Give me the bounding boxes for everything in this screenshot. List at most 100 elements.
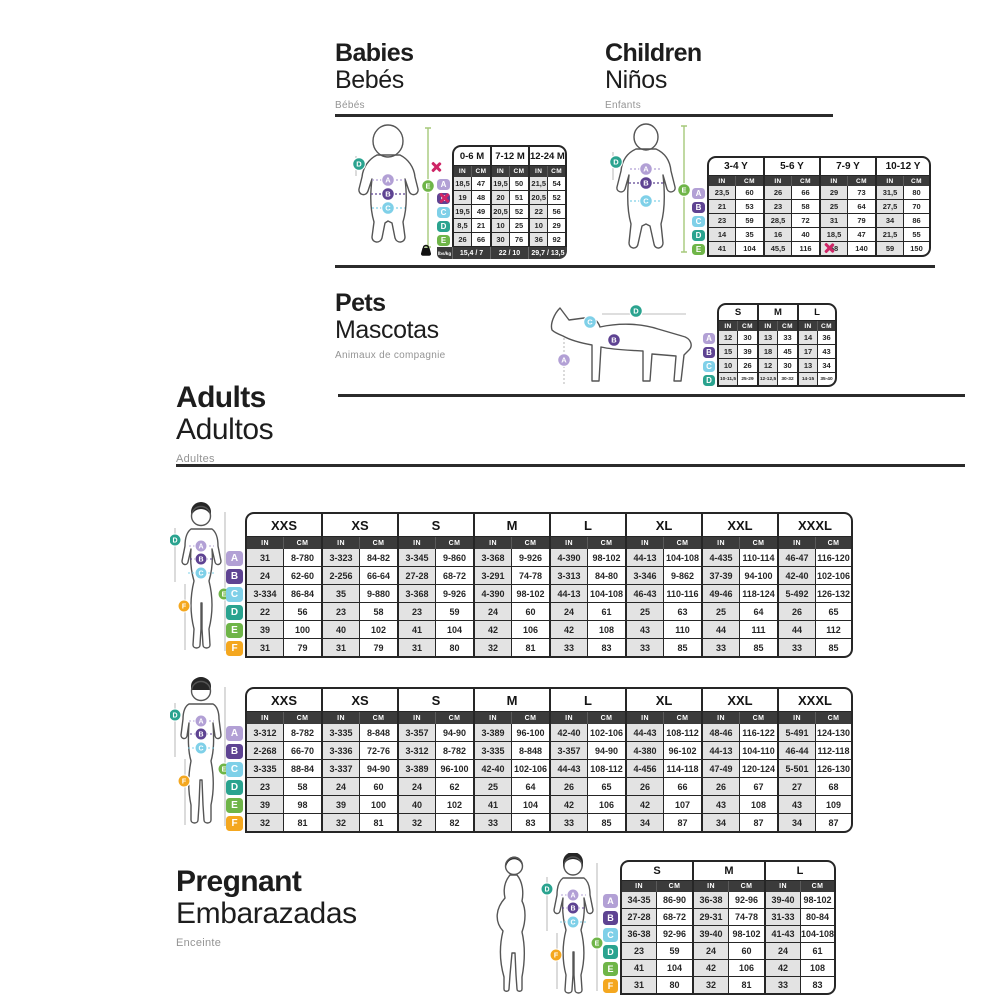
size-header: 7-12 M <box>490 145 528 166</box>
svg-text:E: E <box>222 592 227 599</box>
value-cell: 94-90 <box>359 760 397 778</box>
value-cell: 2-268 <box>245 742 283 760</box>
svg-text:D: D <box>172 713 177 720</box>
value-cell: 8,5 <box>452 219 471 233</box>
svg-text:C: C <box>198 746 203 753</box>
row-label-A: A <box>692 187 705 199</box>
value-cell: 39 <box>245 621 283 639</box>
value-cell: 44-13 <box>549 585 587 603</box>
value-cell: 23 <box>397 603 435 621</box>
size-header: XXS <box>245 512 321 537</box>
value-cell: 34 <box>701 814 739 833</box>
value-cell: 106 <box>587 796 625 814</box>
size-header: XS <box>321 687 397 712</box>
value-cell: 61 <box>800 943 837 960</box>
value-cell: 59 <box>656 943 692 960</box>
value-cell: 31-33 <box>764 909 800 926</box>
value-cell: 4-390 <box>549 549 587 567</box>
value-cell: 104-108 <box>587 585 625 603</box>
value-cell: 79 <box>359 639 397 658</box>
value-cell: 66-70 <box>283 742 321 760</box>
measure-badge-F: F <box>177 599 191 613</box>
value-cell: 42-40 <box>549 724 587 742</box>
table-row: A 12 30 13 33 14 36 <box>703 331 837 345</box>
value-cell: 33 <box>625 639 663 658</box>
divider-rule <box>335 114 668 117</box>
measure-badge-D: D <box>170 708 182 722</box>
value-cell: 35 <box>735 228 763 242</box>
value-cell: 126-130 <box>815 760 853 778</box>
svg-text:C: C <box>643 197 649 206</box>
pets-title: Pets <box>335 289 386 317</box>
unit-header: CM <box>283 712 321 724</box>
row-label-E: E <box>603 961 618 976</box>
svg-text:A: A <box>198 544 203 551</box>
value-cell: 85 <box>663 639 701 658</box>
value-cell: 98-102 <box>511 585 549 603</box>
value-cell: 108 <box>800 960 837 977</box>
value-cell: 42 <box>692 960 728 977</box>
measure-badge-A: A <box>557 353 571 367</box>
children-title-block: Children Niños Enfants <box>605 40 702 111</box>
value-cell: 110 <box>663 621 701 639</box>
babies-subtitle: Bebés <box>335 65 404 94</box>
unit-header: IN <box>549 712 587 724</box>
value-cell: 42 <box>549 621 587 639</box>
measure-badge-E: E <box>677 183 691 197</box>
svg-text:D: D <box>544 887 549 894</box>
unit-header: IN <box>707 176 735 186</box>
row-label-B: B <box>437 192 450 204</box>
value-cell: 104-110 <box>739 742 777 760</box>
value-cell: 26 <box>625 778 663 796</box>
row-label-B: B <box>692 201 705 213</box>
children-subtitle: Niños <box>605 65 667 94</box>
row-label-B: B <box>226 743 243 759</box>
value-cell: 3-357 <box>397 724 435 742</box>
size-header: M <box>757 303 797 321</box>
value-cell: 76 <box>509 233 528 247</box>
measure-badge-A: A <box>639 162 653 176</box>
unit-header: CM <box>791 176 819 186</box>
unit-header: IN <box>321 712 359 724</box>
value-cell: 87 <box>739 814 777 833</box>
unit-header: IN <box>701 712 739 724</box>
value-cell: 41 <box>473 796 511 814</box>
svg-text:F: F <box>182 604 187 611</box>
measure-badge-C: C <box>566 915 580 929</box>
value-cell: 42 <box>549 796 587 814</box>
value-cell: 14 <box>797 331 817 345</box>
value-cell: 98-102 <box>800 892 837 909</box>
value-cell: 27,5 <box>875 200 903 214</box>
value-cell: 50 <box>509 177 528 191</box>
table-row: F 31 79 31 79 31 80 32 81 33 83 33 85 33 85 33 85 <box>226 639 853 658</box>
pets-size-table: S M L IN CM IN CM IN CM A 12 30 13 33 14 36 B 15 39 18 45 17 4… <box>703 303 837 387</box>
unit-header: IN <box>245 537 283 549</box>
value-cell: 3-312 <box>397 742 435 760</box>
value-cell: 33 <box>549 814 587 833</box>
value-cell: 86-90 <box>656 892 692 909</box>
adult-male-figure: A B C D E F <box>170 677 230 826</box>
value-cell: 83 <box>587 639 625 658</box>
value-cell: 5-492 <box>777 585 815 603</box>
size-header: 7-9 Y <box>819 156 875 176</box>
value-cell: 66 <box>791 186 819 200</box>
unit-header: CM <box>511 712 549 724</box>
row-label-C: C <box>703 360 715 372</box>
value-cell: 41 <box>397 621 435 639</box>
value-cell: 80 <box>903 186 931 200</box>
value-cell: 67 <box>739 778 777 796</box>
value-cell: 9-880 <box>359 585 397 603</box>
value-cell: 108-112 <box>663 724 701 742</box>
value-cell: 34 <box>875 214 903 228</box>
table-row: C 3-334 86-84 35 9-880 3-368 9-926 4-390 98-102 4… <box>226 585 853 603</box>
value-cell: 31 <box>245 639 283 658</box>
row-label-F: F <box>603 979 618 993</box>
row-label-B: B <box>703 346 715 358</box>
value-cell: 24 <box>397 778 435 796</box>
row-label-A: A <box>226 725 243 741</box>
value-cell: 4-390 <box>473 585 511 603</box>
measure-badge-C: C <box>639 194 653 208</box>
row-label-C: C <box>226 761 243 777</box>
value-cell: 23 <box>321 603 359 621</box>
value-cell: 83 <box>511 814 549 833</box>
